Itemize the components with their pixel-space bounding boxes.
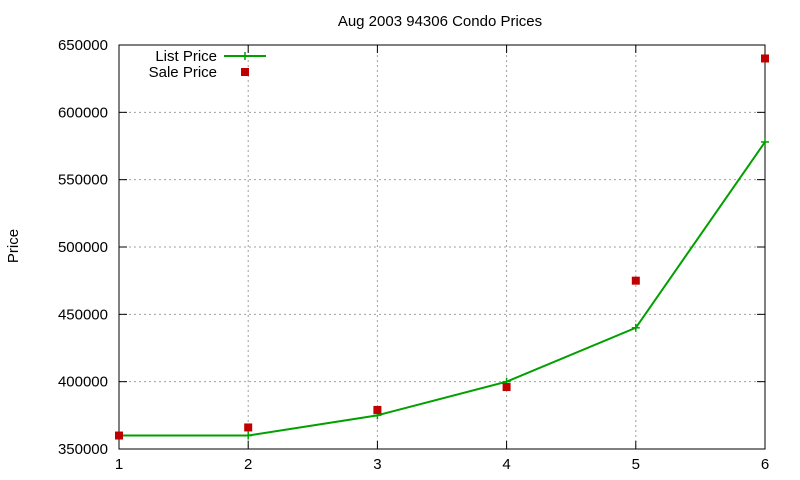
list-price-line <box>119 141 766 437</box>
sale-price-point <box>502 383 511 392</box>
x-tick-label: 5 <box>632 456 640 473</box>
series-layer <box>115 54 769 440</box>
y-tick-label: 550000 <box>58 172 108 189</box>
sale-price-point <box>373 405 382 414</box>
grid-layer <box>119 45 765 449</box>
plot-frame <box>118 44 766 450</box>
x-tick-label: 2 <box>244 456 252 473</box>
x-tick-label: 3 <box>373 456 381 473</box>
y-tick-label: 500000 <box>58 239 108 256</box>
y-axis-label: Price <box>5 229 22 263</box>
x-tick-label: 6 <box>761 456 769 473</box>
legend-label: Sale Price <box>149 64 217 81</box>
y-tick-label: 600000 <box>58 104 108 121</box>
list-price-marker <box>761 137 769 146</box>
list-price-marker <box>244 431 253 440</box>
x-tick-label: 1 <box>115 456 123 473</box>
list-price-marker <box>631 323 640 332</box>
y-tick-label: 450000 <box>58 306 108 323</box>
x-tick-label: 4 <box>502 456 510 473</box>
legend-label: List Price <box>155 48 217 65</box>
y-tick-label: 400000 <box>58 374 108 391</box>
y-tick-label: 350000 <box>58 441 108 458</box>
y-tick-label: 650000 <box>58 37 108 54</box>
legend-swatch-square <box>241 68 249 76</box>
sale-price-point <box>631 276 640 285</box>
sale-price-point <box>244 423 253 432</box>
sale-price-point <box>115 431 123 440</box>
chart-title: Aug 2003 94306 Condo Prices <box>338 13 542 30</box>
sale-price-point <box>761 54 769 63</box>
tick-layer: 1 2 3 4 5 6 350000 400000 450000 500000 550000 6000… <box>58 37 769 473</box>
